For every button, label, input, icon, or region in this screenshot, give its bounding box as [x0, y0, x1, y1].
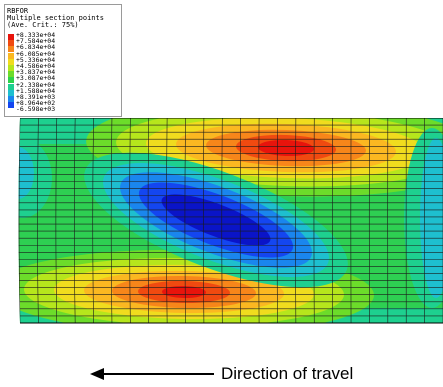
- legend-level-value: +6.085e+04: [16, 49, 56, 58]
- legend-swatch: [8, 89, 14, 96]
- legend-level-value: +8.333e+04: [16, 31, 56, 39]
- legend-level-value: +4.586e+04: [16, 62, 56, 70]
- mesh-contour-svg: [18, 117, 443, 324]
- contour-right-edge: [420, 138, 443, 298]
- contour-legend: RBFOR Multiple section points (Ave. Crit…: [4, 4, 122, 117]
- legend-swatch: [8, 58, 14, 65]
- legend-averaging: (Ave. Crit.: 75%): [7, 21, 79, 29]
- legend-level-value: +5.336e+04: [16, 55, 56, 64]
- legend-swatch: [8, 83, 14, 90]
- legend-level-value: +8.391e+03: [16, 93, 56, 101]
- contour-top-right: [258, 139, 314, 157]
- contour-layers: [18, 118, 443, 323]
- legend-level-value: +3.087e+04: [16, 74, 56, 83]
- contour-cold-diagonal: [161, 194, 271, 246]
- contour-plot: [14, 117, 443, 330]
- contour-left-edge: [18, 147, 34, 199]
- legend-level-value: +6.834e+04: [16, 43, 56, 52]
- legend-level-value: +8.964e+02: [16, 99, 56, 108]
- legend-level-value: -6.598e+03: [16, 105, 56, 114]
- legend-swatch: [8, 34, 14, 40]
- legend-swatch: [8, 46, 14, 53]
- legend-level-value: +3.837e+04: [16, 68, 56, 77]
- legend-variable: RBFOR: [7, 7, 29, 15]
- legend-swatch: [8, 52, 14, 59]
- legend-level-value: +7.584e+04: [16, 37, 56, 46]
- legend-swatch: [8, 40, 14, 47]
- mesh-grid: [18, 118, 443, 323]
- mesh-element-lines: [18, 118, 443, 323]
- legend-swatch: [8, 102, 14, 109]
- legend-swatch: [8, 96, 14, 102]
- mesh-boundary: [20, 117, 443, 324]
- legend-level-value: +2.338e+04: [16, 80, 56, 89]
- left-arrow-icon: [90, 368, 214, 380]
- legend-swatch: [8, 71, 14, 78]
- legend-swatch: [8, 65, 14, 71]
- legend-swatch: [8, 77, 14, 84]
- legend-location: Multiple section points: [7, 14, 104, 22]
- direction-of-travel-label: Direction of travel: [221, 364, 354, 383]
- legend-level-value: +1.588e+04: [16, 86, 56, 95]
